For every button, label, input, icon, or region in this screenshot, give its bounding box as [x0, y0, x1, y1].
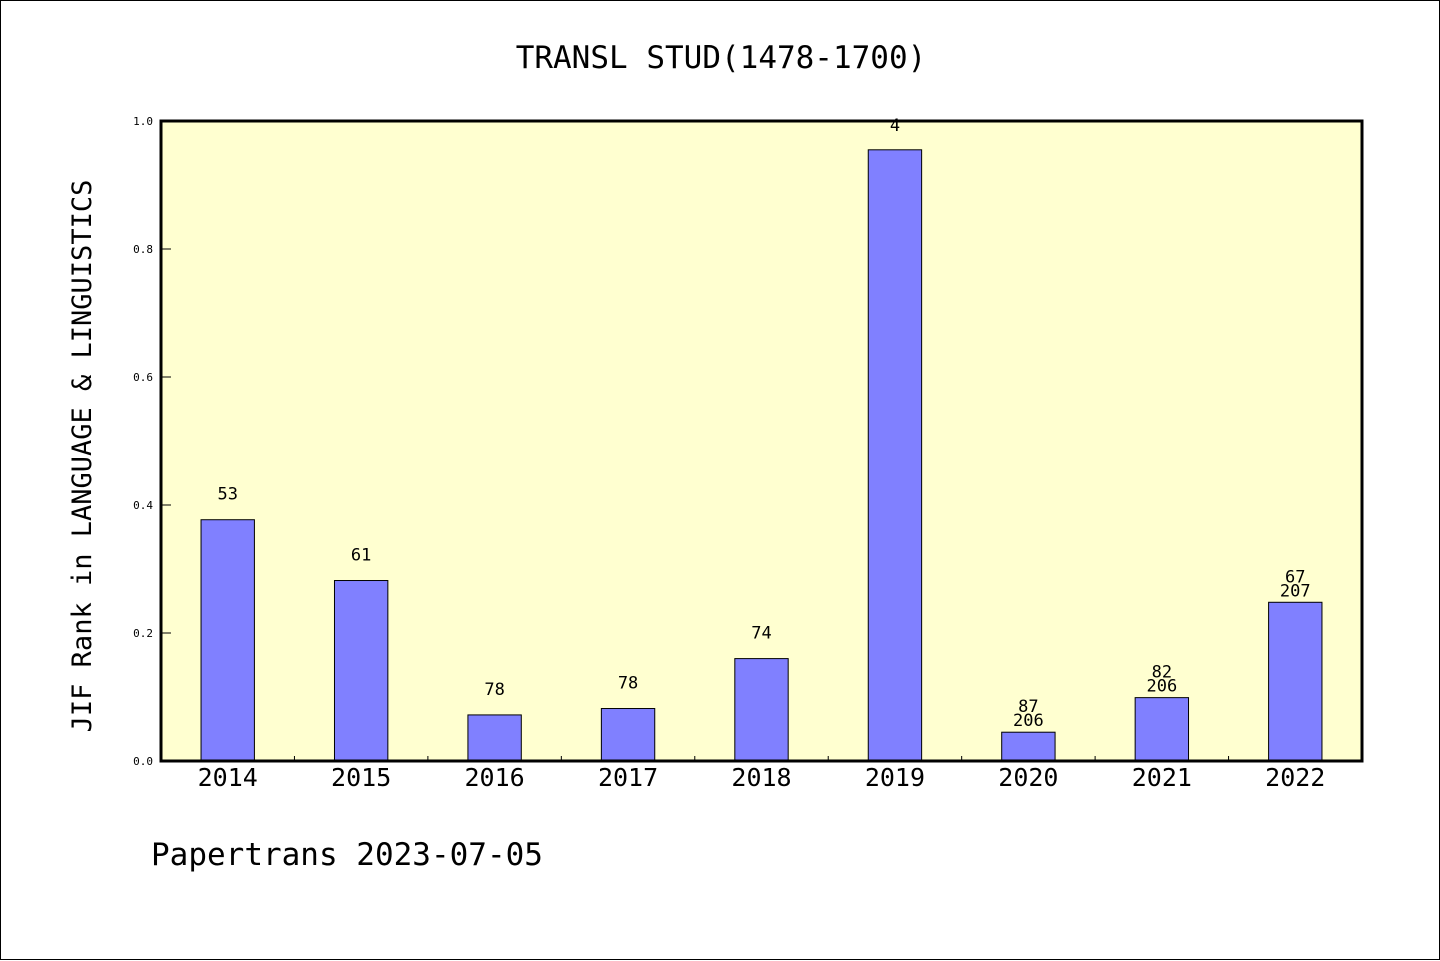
bar-label-2021-1: 82: [1152, 663, 1172, 683]
bar-2020: [1001, 731, 1056, 762]
bar-label-2016: 78: [484, 680, 504, 700]
bars-group: [200, 149, 1323, 762]
bar-label-2018: 74: [751, 624, 771, 644]
bar-label-2022-2: 207: [1280, 581, 1311, 601]
y-tick-label-0.2: 0.2: [133, 627, 153, 640]
x-tick-label-2018: 2018: [731, 763, 791, 792]
plot-border: [159, 119, 1364, 763]
y-tick-label-1.0: 1.0: [133, 115, 153, 128]
bar-2014: [200, 519, 255, 762]
x-tick-label-2014: 2014: [198, 763, 258, 792]
x-tick-label-2022: 2022: [1265, 763, 1325, 792]
x-tick-label-2016: 2016: [465, 763, 525, 792]
bar-2017: [600, 708, 656, 762]
x-axis-ticks: 2014 2015 2016 2017 2018 2019 2020 2021 2022: [198, 756, 1325, 792]
bar-label-2022-1: 67: [1285, 567, 1305, 587]
bar-2021: [1134, 697, 1190, 762]
x-tick-label-2021: 2021: [1132, 763, 1192, 792]
y-tick-label-0.6: 0.6: [133, 371, 153, 384]
x-tick-label-2020: 2020: [998, 763, 1058, 792]
x-tick-label-2017: 2017: [598, 763, 658, 792]
bar-2015: [333, 580, 389, 762]
y-tick-label-0.4: 0.4: [133, 499, 153, 512]
bar-label-2015: 61: [351, 546, 371, 566]
footer-text: Papertrans 2023-07-05: [151, 837, 543, 873]
bar-label-2019: 4: [890, 116, 900, 136]
bar-2018: [734, 658, 789, 762]
chart-title: TRANSL STUD(1478-1700): [516, 40, 927, 76]
bar-label-2021-2: 206: [1146, 677, 1177, 697]
y-tick-label-0.8: 0.8: [133, 243, 153, 256]
bar-label-2020-1: 87: [1018, 697, 1038, 717]
bar-label-2020-2: 206: [1013, 711, 1044, 731]
y-tick-label-0.0: 0.0: [133, 755, 153, 768]
x-tick-label-2019: 2019: [865, 763, 925, 792]
y-axis-label: JIF Rank in LANGUAGE & LINGUISTICS: [67, 180, 98, 733]
bar-2016: [467, 714, 522, 762]
bar-2019: [867, 149, 923, 762]
bar-label-2017: 78: [618, 674, 638, 694]
x-tick-label-2015: 2015: [331, 763, 391, 792]
bar-2022: [1268, 601, 1323, 762]
bar-label-2014: 53: [217, 485, 237, 505]
